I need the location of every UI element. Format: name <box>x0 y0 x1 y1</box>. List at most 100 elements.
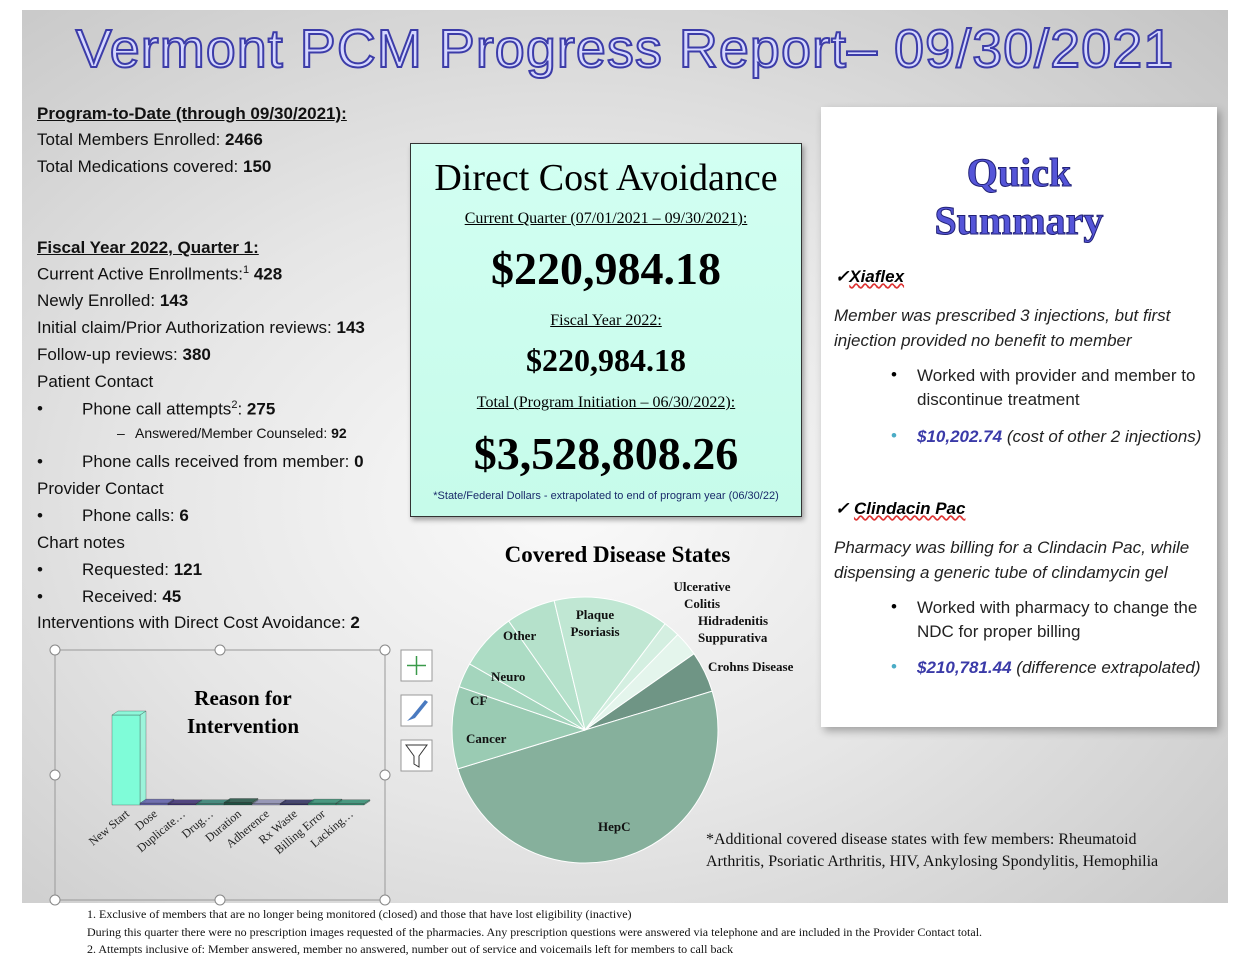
fiscal-line: Initial claim/Prior Authorization review… <box>37 318 365 338</box>
value: 92 <box>331 425 347 441</box>
program-line: Total Medications covered: 150 <box>37 157 271 177</box>
bullet: • <box>37 399 43 418</box>
bar <box>111 714 141 806</box>
pie-label: Crohns Disease <box>708 659 794 674</box>
label: Answered/Member Counseled: <box>135 425 328 441</box>
bar-chart-title: Reason for Intervention <box>120 684 366 740</box>
amount-note: (cost of other 2 injections) <box>1006 427 1202 446</box>
fiscal-line: Phone calls: 6 <box>82 506 189 526</box>
program-heading: Program-to-Date (through 09/30/2021): <box>37 104 347 123</box>
fiscal-line: Requested: 121 <box>82 560 202 580</box>
bar-top <box>307 798 343 804</box>
bar <box>251 803 281 806</box>
label: Newly Enrolled: <box>37 291 156 310</box>
value: 428 <box>253 264 283 284</box>
chart-tools[interactable] <box>400 649 433 772</box>
label: Patient Contact <box>37 372 154 391</box>
note-ref: 1 <box>242 264 250 276</box>
fiscal-line: Follow-up reviews: 380 <box>37 345 211 365</box>
bullet: • <box>891 365 897 384</box>
name: Xiaflex <box>849 267 905 286</box>
pie-label: Plaque Psoriasis <box>570 607 620 639</box>
bullet: • <box>37 587 43 606</box>
summary-item-name: ✓Xiaflex <box>835 267 905 286</box>
program-line: Total Members Enrolled: 2466 <box>37 130 263 150</box>
pie-slice <box>584 633 695 731</box>
cost-value: $220,984.18 <box>491 243 721 294</box>
bullet: • <box>891 426 897 445</box>
summary-item-name: ✓ Clindacin Pac <box>835 499 966 518</box>
value: 275 <box>246 399 276 419</box>
bullet: • <box>37 506 43 525</box>
label: Interventions with Direct Cost Avoidance… <box>37 613 346 632</box>
label: Follow-up reviews: <box>37 345 178 364</box>
selection-handles <box>49 644 391 906</box>
footnote: 2. Attempts inclusive of: Member answere… <box>87 942 734 956</box>
cost-footnote: *State/Federal Dollars - extrapolated to… <box>433 490 779 502</box>
value: 143 <box>159 291 189 310</box>
bar <box>139 802 169 806</box>
title-text: Reason for Intervention <box>187 686 299 738</box>
label: Provider Contact <box>37 479 164 498</box>
fiscal-line: Phone calls received from member: 0 <box>82 452 364 472</box>
label: Initial claim/Prior Authorization review… <box>37 318 332 337</box>
label: Requested: <box>82 560 169 579</box>
report-title: Vermont PCM Progress Report– 09/30/2021 <box>75 18 1175 80</box>
summary-item-amount: $210,781.44 (difference extrapolated) <box>917 656 1217 680</box>
label: Phone calls received from member: <box>82 452 350 471</box>
pie-label: Neuro <box>491 669 526 684</box>
summary-title-text: Quick Summary <box>934 150 1104 244</box>
pie-slice <box>457 690 719 864</box>
fiscal-line: Chart notes <box>37 533 125 553</box>
label: Received: <box>82 587 158 606</box>
value: 2466 <box>225 130 263 149</box>
pie-label: CF <box>470 693 488 708</box>
summary-item-description: Member was prescribed 3 injections, but … <box>834 306 1171 350</box>
summary-item-action: Worked with provider and member to disco… <box>917 366 1196 409</box>
bar <box>279 803 309 806</box>
footnote: During this quarter there were no prescr… <box>87 925 983 939</box>
bar <box>307 802 337 806</box>
amount: $10,202.74 <box>917 427 1003 446</box>
value: 45 <box>162 587 182 606</box>
bar <box>335 803 365 806</box>
bar-top <box>139 798 175 804</box>
fiscal-line: Newly Enrolled: 143 <box>37 291 188 311</box>
label: Total Medications covered: <box>37 157 239 176</box>
summary-title: Quick Summary <box>821 149 1217 245</box>
footnote: 1. Exclusive of members that are no long… <box>87 907 632 921</box>
bullet: • <box>37 560 43 579</box>
label: Total Members Enrolled: <box>37 130 221 149</box>
fiscal-line: Provider Contact <box>37 479 164 499</box>
bar-top <box>223 798 259 803</box>
fiscal-heading: Fiscal Year 2022, Quarter 1: <box>37 238 259 257</box>
pie-label: HepC <box>598 819 631 834</box>
fiscal-line: Answered/Member Counseled: 92 <box>135 425 347 441</box>
pie-label: Other <box>503 628 537 643</box>
name: Clindacin Pac <box>853 499 966 518</box>
amount: $210,781.44 <box>917 658 1012 677</box>
label: Phone calls: <box>82 506 175 525</box>
amount-note: (difference extrapolated) <box>1016 658 1201 677</box>
summary-box: Quick Summary ✓Xiaflex Member was prescr… <box>821 107 1217 727</box>
cost-label: Current Quarter (07/01/2021 – 09/30/2021… <box>464 210 748 227</box>
pie-label: Ulcerative Colitis <box>673 579 731 611</box>
bullet: • <box>891 657 897 676</box>
cost-label: Total (Program Initiation – 06/30/2022): <box>476 394 736 411</box>
note-ref: 2 <box>231 399 238 411</box>
pie-slice <box>553 596 666 732</box>
label-end: : <box>237 399 243 419</box>
cost-value: $220,984.18 <box>526 342 686 378</box>
pie-label: Hidradenitis Suppurativa <box>698 613 769 645</box>
bar-top <box>335 799 371 804</box>
dash: – <box>117 425 125 441</box>
pie-slice <box>451 686 587 770</box>
bullet: • <box>891 597 897 616</box>
value: 2 <box>350 613 360 632</box>
summary-item-description: Pharmacy was billing for a Clindacin Pac… <box>834 538 1190 582</box>
fiscal-line: Interventions with Direct Cost Avoidance… <box>37 613 360 633</box>
summary-item-action: Worked with pharmacy to change the NDC f… <box>917 598 1198 641</box>
fiscal-line: Patient Contact <box>37 372 153 392</box>
